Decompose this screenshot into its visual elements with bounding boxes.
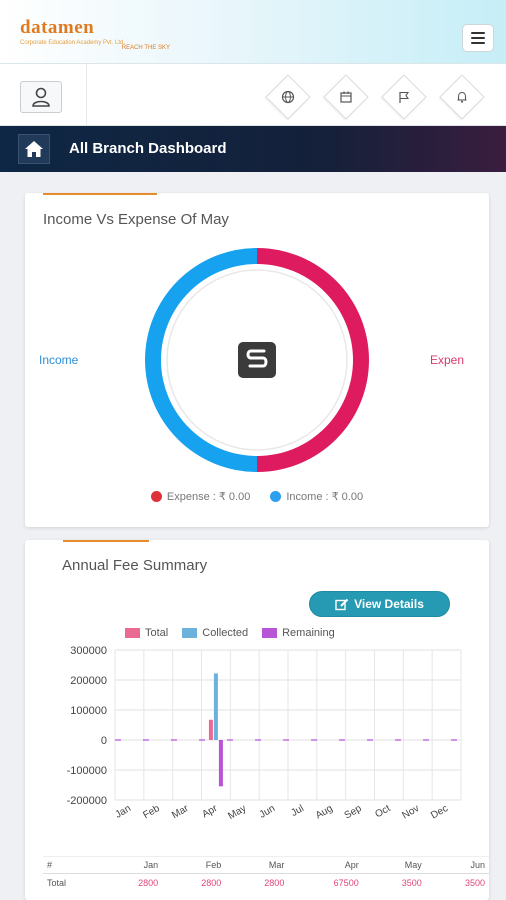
donut-legend: Expense : ₹ 0.00 Income : ₹ 0.00 xyxy=(25,490,489,503)
brand-subtitle: Corporate Education Academy Pvt. Ltd. xyxy=(20,40,126,46)
top-bar: datamen Corporate Education Academy Pvt.… xyxy=(0,0,506,64)
donut-expense-label: Expen xyxy=(430,353,465,367)
bar-collected-apr[interactable] xyxy=(213,673,218,740)
income-expense-card: Income Vs Expense Of May Income Expen Ex… xyxy=(25,193,489,527)
bell-icon xyxy=(457,91,467,103)
table-cell: 3500 xyxy=(464,878,485,888)
legend-remaining-swatch xyxy=(262,628,278,638)
bar-remaining-apr[interactable] xyxy=(218,740,223,787)
user-icon xyxy=(32,87,50,107)
card-accent xyxy=(43,193,157,195)
x-tick-label: Mar xyxy=(170,803,191,821)
legend-collected-swatch xyxy=(182,628,198,638)
table-header-cell: Apr xyxy=(288,856,363,874)
table-header-cell: Jun xyxy=(425,856,489,874)
x-tick-label: Jan xyxy=(113,803,132,821)
fee-summary-table: # Jan Feb Mar Apr May Jun Total 2800 2800 2800 675… xyxy=(43,856,489,892)
globe-icon xyxy=(281,90,295,104)
table-cell: 2800 xyxy=(201,878,222,888)
x-tick-label: Jul xyxy=(289,803,306,819)
logo-badge xyxy=(238,342,276,378)
annual-fee-bar-chart: 300000 200000 100000 0 -100000 -200000 Jan Feb M… xyxy=(67,645,462,822)
x-tick-label: Jun xyxy=(258,803,277,821)
legend-collected[interactable]: Collected xyxy=(182,627,248,639)
home-button[interactable] xyxy=(18,134,50,164)
annual-fee-title: Annual Fee Summary xyxy=(62,557,208,574)
table-header-cell: May xyxy=(362,856,426,874)
edit-icon xyxy=(335,598,349,610)
donut-inner-ring xyxy=(166,269,348,451)
view-details-label: View Details xyxy=(354,597,424,611)
y-tick-label: -200000 xyxy=(67,795,107,807)
notification-button[interactable] xyxy=(439,74,485,120)
calendar-button[interactable] xyxy=(323,74,369,120)
annual-fee-card: Annual Fee Summary View Details Total Co… xyxy=(25,540,489,900)
table-header-cell: Jan xyxy=(99,856,163,874)
x-tick-label: Aug xyxy=(314,803,335,821)
donut-slice-income[interactable] xyxy=(145,248,257,472)
table-header-cell: Mar xyxy=(225,856,289,874)
legend-remaining[interactable]: Remaining xyxy=(262,627,335,639)
y-tick-label: 100000 xyxy=(70,705,107,717)
legend-income-label: Income : ₹ 0.00 xyxy=(286,491,364,503)
legend-collected-label: Collected xyxy=(202,627,249,639)
brand-name: datamen xyxy=(20,17,95,38)
view-details-button[interactable]: View Details xyxy=(309,591,450,617)
legend-expense[interactable]: Expense : ₹ 0.00 xyxy=(150,490,251,503)
brand-tagline: REACH THE SKY xyxy=(121,45,170,51)
x-tick-label: May xyxy=(226,803,248,822)
donut-income-label: Income xyxy=(39,353,79,367)
x-tick-label: Feb xyxy=(141,803,162,821)
income-expense-donut xyxy=(145,248,369,472)
home-icon xyxy=(25,141,43,157)
legend-total-swatch xyxy=(125,628,140,638)
legend-expense-dot xyxy=(150,491,162,502)
table-cell: 2800 xyxy=(264,878,285,888)
y-tick-label: 0 xyxy=(101,735,107,747)
table-cell: 2800 xyxy=(138,878,159,888)
bar-total-apr[interactable] xyxy=(208,719,213,740)
legend-income-dot xyxy=(270,491,282,502)
table-row: Total 2800 2800 2800 67500 3500 3500 xyxy=(43,874,489,893)
hamburger-menu-button[interactable] xyxy=(462,24,494,52)
globe-button[interactable] xyxy=(265,74,311,120)
table-header-cell: # xyxy=(43,856,99,874)
brand-logo[interactable]: datamen Corporate Education Academy Pvt.… xyxy=(20,17,180,51)
flag-icon xyxy=(399,91,410,103)
x-tick-label: Sep xyxy=(343,803,364,822)
table-cell: 3500 xyxy=(401,878,422,888)
table-row-label: Total xyxy=(47,878,67,888)
legend-total-label: Total xyxy=(145,627,169,639)
donut-slice-expense[interactable] xyxy=(257,248,369,472)
page-header: All Branch Dashboard xyxy=(0,126,506,172)
card-accent xyxy=(63,540,149,542)
legend-remaining-label: Remaining xyxy=(282,627,335,639)
y-tick-label: 200000 xyxy=(70,675,107,687)
legend-income[interactable]: Income : ₹ 0.00 xyxy=(270,490,363,503)
divider xyxy=(86,64,87,126)
x-tick-label: Apr xyxy=(200,803,220,821)
hamburger-line xyxy=(471,37,485,39)
legend-expense-label: Expense : ₹ 0.00 xyxy=(166,491,251,503)
table-header-cell: Feb xyxy=(162,856,226,874)
flag-button[interactable] xyxy=(381,74,427,120)
hamburger-line xyxy=(471,42,485,44)
bar-chart-legend: Total Collected Remaining xyxy=(125,627,335,639)
user-avatar-button[interactable] xyxy=(20,81,62,113)
hamburger-line xyxy=(471,32,485,34)
y-tick-label: 300000 xyxy=(70,645,107,657)
table-header-row: # Jan Feb Mar Apr May Jun xyxy=(43,856,489,874)
user-bar xyxy=(0,64,506,126)
page-title: All Branch Dashboard xyxy=(69,140,227,157)
s-logo-icon xyxy=(246,349,268,368)
table-cell: 67500 xyxy=(333,878,359,888)
y-tick-label: -100000 xyxy=(67,765,107,777)
x-tick-label: Oct xyxy=(373,803,392,820)
x-tick-label: Dec xyxy=(429,803,450,821)
legend-total[interactable]: Total xyxy=(125,627,168,639)
x-tick-label: Nov xyxy=(400,803,421,821)
income-expense-title: Income Vs Expense Of May xyxy=(43,211,229,228)
calendar-icon xyxy=(340,91,352,103)
